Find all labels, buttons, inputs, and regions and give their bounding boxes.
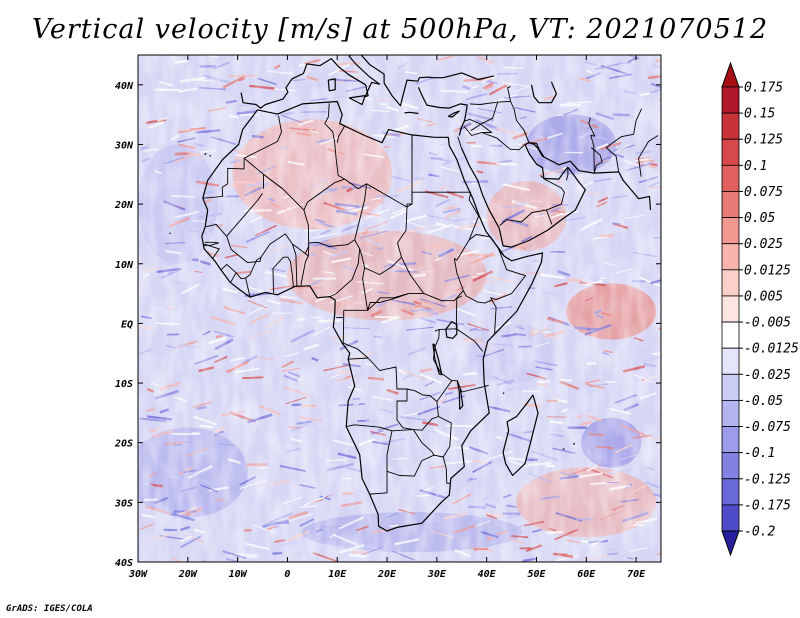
colorbar-swatch bbox=[721, 504, 740, 532]
colorbar-label: 0.075 bbox=[744, 185, 783, 200]
colorbar-swatch bbox=[721, 373, 740, 401]
colorbar: 0.175 0.15 0.125 0.1 0.075 0.05 0.025 0.0125 0.0… bbox=[721, 61, 799, 557]
colorbar-swatch bbox=[721, 295, 740, 323]
colorbar-swatch bbox=[721, 269, 740, 297]
colorbar-label: 0.025 bbox=[744, 237, 783, 252]
lon-tick-label: 0 bbox=[284, 569, 290, 580]
colorbar-swatch bbox=[721, 347, 740, 375]
lon-tick-label: 40E bbox=[478, 569, 497, 580]
lat-tick-label: 40N bbox=[115, 81, 134, 92]
lat-tick-label: EQ bbox=[121, 319, 133, 330]
colorbar-swatch bbox=[721, 426, 740, 454]
longitude-axis: 30W 20W 10W 0 10E 20E 30E 40E 50E 60E 70E bbox=[128, 55, 646, 580]
colorbar-label: -0.005 bbox=[744, 316, 791, 331]
lat-tick-label: 10N bbox=[115, 260, 134, 271]
lon-tick-label: 20W bbox=[178, 569, 198, 580]
map-frame bbox=[137, 54, 662, 563]
colorbar-swatch bbox=[721, 321, 740, 349]
colorbar-label: -0.0125 bbox=[744, 342, 799, 357]
lon-tick-label: 50E bbox=[527, 569, 546, 580]
lat-tick-label: 20N bbox=[114, 200, 134, 211]
colorbar-label: 0.15 bbox=[744, 107, 775, 122]
colorbar-swatch bbox=[721, 452, 740, 480]
vertical-velocity-field bbox=[138, 55, 661, 562]
lat-tick-label: 10S bbox=[115, 379, 133, 390]
colorbar-swatch bbox=[721, 478, 740, 506]
colorbar-label: 0.1 bbox=[744, 159, 767, 174]
colorbar-label: -0.125 bbox=[744, 472, 791, 487]
colorbar-swatch bbox=[721, 138, 740, 166]
colorbar-swatch bbox=[721, 164, 740, 192]
lat-tick-label: 30N bbox=[114, 140, 134, 151]
colorbar-label: -0.025 bbox=[744, 368, 791, 383]
colorbar-label: -0.1 bbox=[744, 446, 775, 461]
colorbar-max-arrow bbox=[721, 61, 740, 88]
latitude-axis: 40N 30N 20N 10N EQ 10S 20S 30S 40S bbox=[114, 81, 661, 569]
colorbar-label: 0.005 bbox=[744, 289, 783, 304]
colorbar-label: -0.075 bbox=[744, 420, 791, 435]
colorbar-swatch bbox=[721, 86, 740, 114]
lon-tick-label: 60E bbox=[577, 569, 596, 580]
coastlines-and-borders bbox=[169, 55, 659, 532]
colorbar-label: 0.125 bbox=[744, 133, 783, 148]
lat-tick-label: 20S bbox=[114, 439, 133, 450]
grads-credit: GrADS: IGES/COLA bbox=[6, 604, 93, 614]
lon-tick-label: 10W bbox=[229, 569, 248, 580]
colorbar-swatch bbox=[721, 243, 740, 271]
lon-tick-label: 20E bbox=[377, 569, 397, 580]
colorbar-label: -0.05 bbox=[744, 394, 783, 409]
colorbar-swatch bbox=[721, 217, 740, 245]
lon-tick-label: 10E bbox=[328, 569, 347, 580]
colorbar-label: 0.0125 bbox=[744, 263, 791, 278]
colorbar-label: 0.05 bbox=[744, 211, 775, 226]
colorbar-label: -0.2 bbox=[744, 525, 775, 540]
colorbar-label: -0.175 bbox=[744, 498, 791, 513]
colorbar-min-arrow bbox=[721, 530, 740, 557]
lat-tick-label: 30S bbox=[114, 498, 133, 509]
colorbar-label: 0.175 bbox=[744, 81, 783, 96]
chart-title: Vertical velocity [m/s] at 500hPa, VT: 2… bbox=[31, 14, 769, 45]
colorbar-swatch bbox=[721, 400, 740, 427]
colorbar-swatch bbox=[721, 191, 740, 218]
lon-tick-label: 70E bbox=[627, 569, 646, 580]
colorbar-swatch bbox=[721, 112, 740, 140]
lon-tick-label: 30W bbox=[128, 569, 148, 580]
lat-tick-label: 40S bbox=[115, 558, 133, 569]
lon-tick-label: 30E bbox=[427, 569, 447, 580]
